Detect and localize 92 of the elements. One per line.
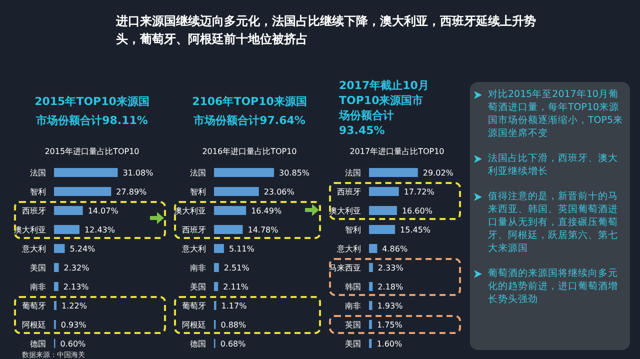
data-label: 31.08% <box>122 168 154 178</box>
bar <box>214 263 219 272</box>
data-label: 17.72% <box>404 187 435 196</box>
y-tick-label: 阿根廷 <box>22 320 46 330</box>
y-tick-label: 马来西亚 <box>329 263 361 272</box>
y-tick-label: 阿根廷 <box>182 320 206 330</box>
text: 法国占比下滑，西班牙、澳大利亚继续增长 <box>488 152 619 178</box>
data-label: 2.13% <box>63 282 90 292</box>
data-label: 0.68% <box>220 339 246 348</box>
y-tick-label: 智利 <box>30 187 46 196</box>
y-tick-label: 法国 <box>30 168 46 178</box>
bar <box>214 225 243 234</box>
bar <box>54 168 118 177</box>
data-label: 30.85% <box>279 168 310 178</box>
data-label: 2.51% <box>224 263 250 272</box>
data-label: 23.06% <box>264 187 295 196</box>
y-tick-label: 葡萄牙 <box>22 301 46 310</box>
text: 葡萄酒的来源国将继续向多元化的趋势前进，进口葡萄酒增长势头强劲 <box>488 267 619 306</box>
data-label: 29.02% <box>422 168 454 178</box>
y-tick-label: 美国 <box>190 282 206 292</box>
y-tick-label: 南非 <box>30 282 46 292</box>
chart-subtitle: 2015年TOP10来源国市场份额合计98.11% <box>34 94 150 129</box>
data-label: 4.86% <box>382 244 408 254</box>
data-label: 14.78% <box>248 225 279 234</box>
bar <box>369 244 378 253</box>
bar <box>54 263 59 272</box>
y-tick-label: 法国 <box>190 168 206 178</box>
y-tick-label: 西班牙 <box>22 206 46 216</box>
bar <box>369 168 418 177</box>
data-label: 16.60% <box>402 206 433 216</box>
y-tick-label: 西班牙 <box>182 225 206 234</box>
y-tick-label: 韩国 <box>345 282 361 292</box>
bar <box>369 282 373 291</box>
y-tick-label: 法国 <box>345 168 361 178</box>
data-label: 16.49% <box>251 206 282 216</box>
bar <box>369 206 397 215</box>
data-label: 5.11% <box>228 244 255 254</box>
text: 对比2015年至2017年10月葡萄酒进口量，每年TOP10来源国市场份额逐渐缩小，TOP5来源国坐席不变 <box>488 88 624 140</box>
y-tick-label: 南非 <box>345 301 361 310</box>
bar <box>54 187 112 196</box>
data-label: 27.89% <box>116 187 148 196</box>
data-label: 0.93% <box>60 320 87 330</box>
bar <box>369 339 372 348</box>
bar <box>214 206 246 215</box>
y-tick-label: 美国 <box>30 263 46 272</box>
data-label: 1.75% <box>376 320 403 330</box>
data-label: 1.17% <box>221 301 248 310</box>
chart-title: 2017年进口量占比TOP10 <box>348 146 446 157</box>
data-label: 1.22% <box>62 301 88 310</box>
data-label: 5.24% <box>70 244 96 254</box>
chart-title: 2016年进口量占比TOP10 <box>201 146 298 157</box>
data-label: 2.32% <box>64 263 90 272</box>
data-label: 0.60% <box>60 339 86 348</box>
bar <box>54 282 58 291</box>
data-label: 15.45% <box>400 225 431 234</box>
y-tick-label: 意大利 <box>336 244 361 254</box>
text: 值得注意的是，新晋前十的马来西亚、韩国、英国葡萄酒进口量从无到有，直接碾压葡萄牙、阿根廷，跃居第六、第七大来源国 <box>488 190 619 255</box>
data-label: 2.18% <box>378 282 404 292</box>
bar <box>54 244 65 253</box>
bar <box>54 225 80 234</box>
text: 进口来源国继续迈向多元化，法国占比继续下降，澳大利亚，西班牙延续上升势头，葡萄牙、阿根廷前十地位被挤占 <box>116 13 537 48</box>
data-label: 1.93% <box>377 301 404 310</box>
bar <box>369 187 399 196</box>
data-label: 1.60% <box>376 339 403 348</box>
y-tick-label: 智利 <box>190 187 206 196</box>
bar <box>214 282 218 291</box>
data-label: 12.43% <box>84 225 116 234</box>
data-label: 14.07% <box>88 206 119 216</box>
bar <box>54 206 83 215</box>
bar <box>214 244 224 253</box>
bar <box>369 320 372 329</box>
y-tick-label: 英国 <box>345 320 361 330</box>
bar <box>369 225 396 234</box>
bar <box>369 263 373 272</box>
y-tick-label: 智利 <box>345 225 361 234</box>
y-tick-label: 德国 <box>30 339 46 348</box>
y-tick-label: 美国 <box>345 339 361 348</box>
y-tick-label: 葡萄牙 <box>182 301 206 310</box>
data-label: 2.11% <box>223 282 249 292</box>
chart-subtitle: 2106年TOP10来源国市场份额合计97.64% <box>191 94 308 129</box>
y-tick-label: 德国 <box>190 339 206 348</box>
y-tick-label: 南非 <box>190 263 206 272</box>
chart-title: 2015年进口量占比TOP10 <box>44 146 140 157</box>
chart-subtitle: 2017年截止10月TOP10来源国市场份额合计93.45% <box>339 78 430 138</box>
bar <box>369 301 372 310</box>
data-label: 2.33% <box>378 263 404 272</box>
data-label: 0.88% <box>220 320 247 330</box>
bar <box>214 168 274 177</box>
y-tick-label: 西班牙 <box>337 187 361 196</box>
y-tick-label: 意大利 <box>181 244 206 254</box>
y-tick-label: 意大利 <box>21 244 46 254</box>
bar <box>214 187 259 196</box>
